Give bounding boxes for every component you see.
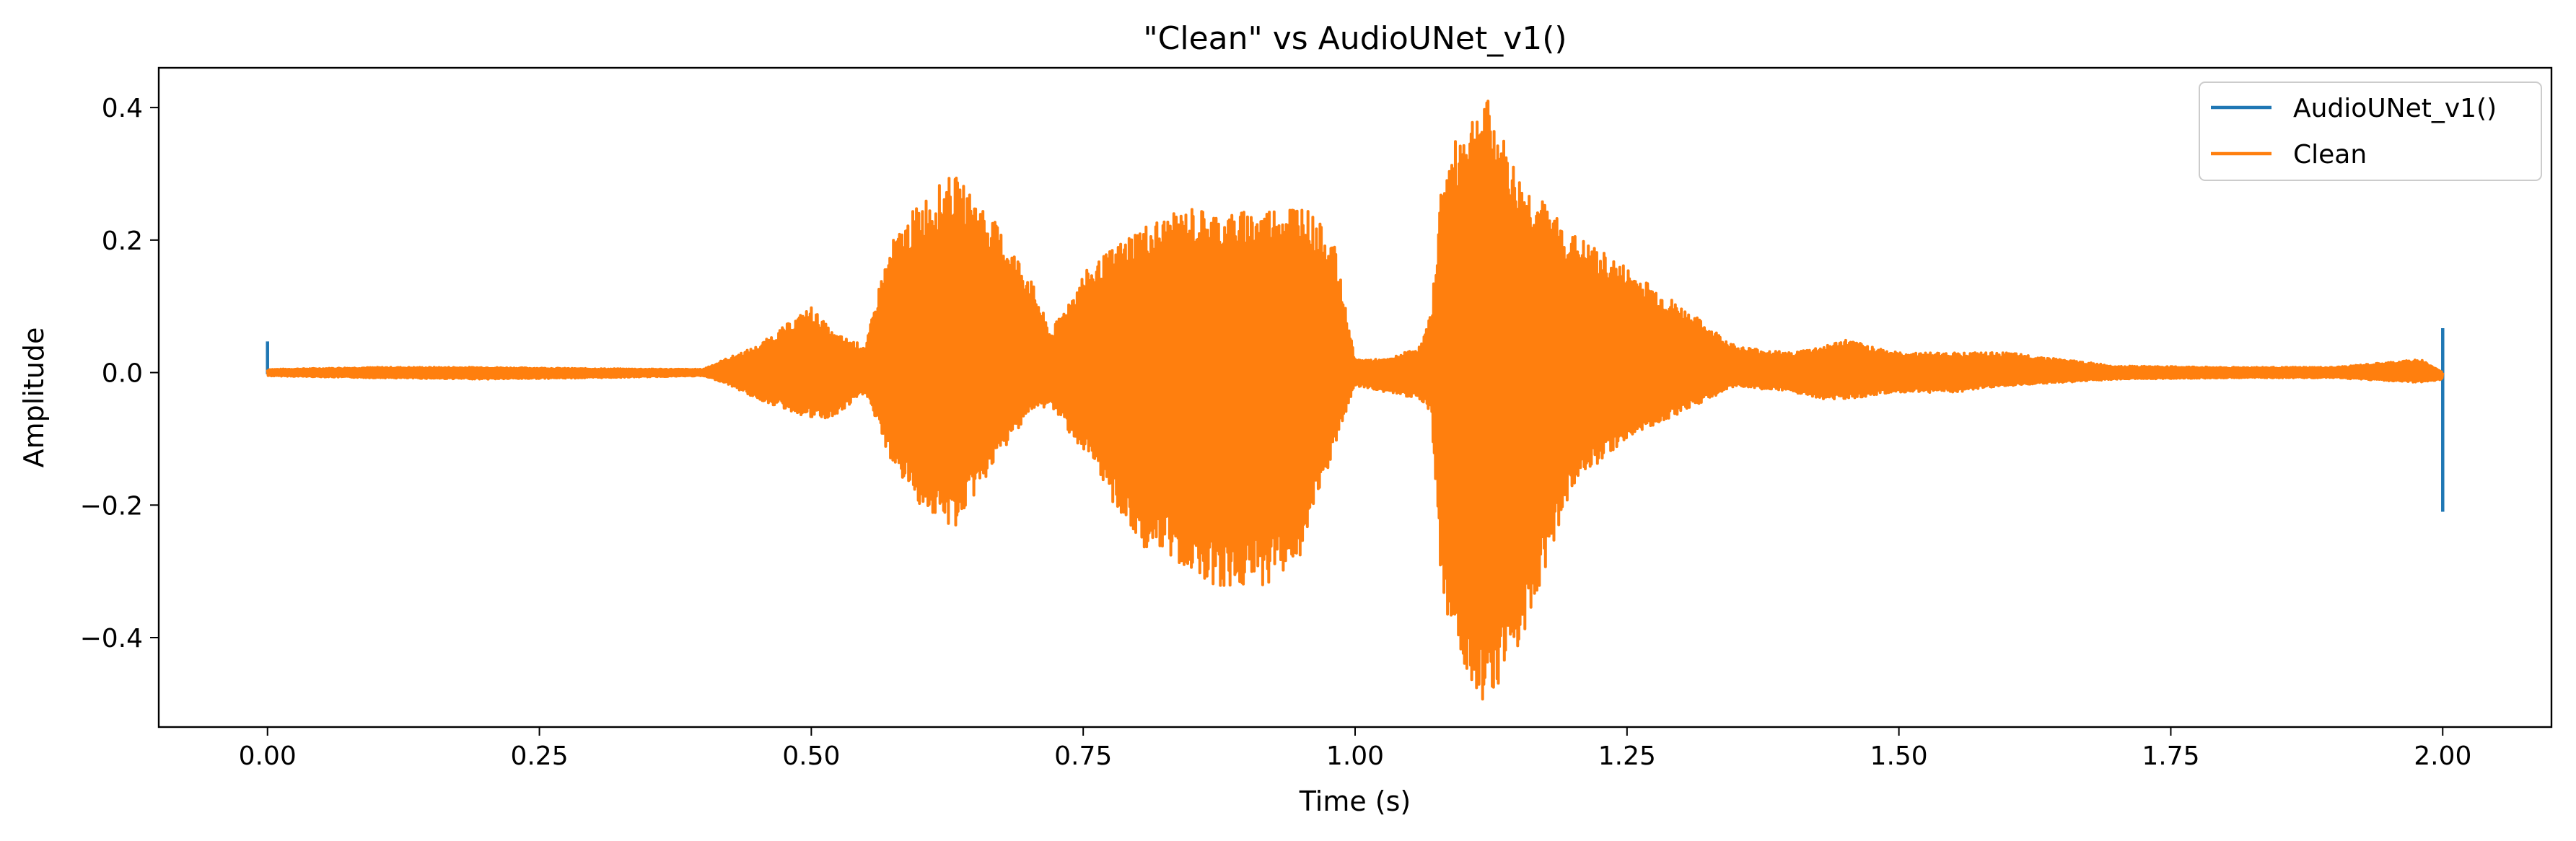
y-tick-label: 0.4 <box>102 94 143 123</box>
x-tick-label: 1.75 <box>2142 741 2199 771</box>
x-tick-label: 2.00 <box>2414 741 2471 771</box>
x-tick-label: 1.25 <box>1598 741 1656 771</box>
x-axis-label: Time (s) <box>1299 785 1411 817</box>
x-tick-label: 0.50 <box>782 741 840 771</box>
series-line-clean <box>266 100 2445 701</box>
x-tick-label: 0.00 <box>239 741 297 771</box>
plot-area <box>157 66 2553 728</box>
x-axis: 0.00 0.25 0.50 0.75 1.00 1.25 1.50 1.75 2.00 <box>239 727 2471 771</box>
x-tick-label: 0.75 <box>1054 741 1112 771</box>
y-tick-label: 0.0 <box>102 359 143 389</box>
legend-label-clean: Clean <box>2293 140 2367 169</box>
axes-background <box>159 68 2551 727</box>
legend-box <box>2199 82 2542 181</box>
x-tick-label: 0.25 <box>510 741 568 771</box>
chart-title: "Clean" vs AudioUNet_v1() <box>1143 20 1567 57</box>
y-tick-label: 0.2 <box>102 226 143 256</box>
legend: AudioUNet_v1() Clean <box>2199 82 2542 181</box>
y-tick-label: −0.4 <box>80 624 143 653</box>
y-axis: −0.4 −0.2 0.0 0.2 0.4 <box>80 94 159 653</box>
x-tick-label: 1.00 <box>1326 741 1384 771</box>
y-axis-label: Amplitude <box>18 327 50 468</box>
x-tick-label: 1.50 <box>1870 741 1928 771</box>
legend-label-audiounet: AudioUNet_v1() <box>2293 94 2497 123</box>
y-tick-label: −0.2 <box>80 491 143 521</box>
